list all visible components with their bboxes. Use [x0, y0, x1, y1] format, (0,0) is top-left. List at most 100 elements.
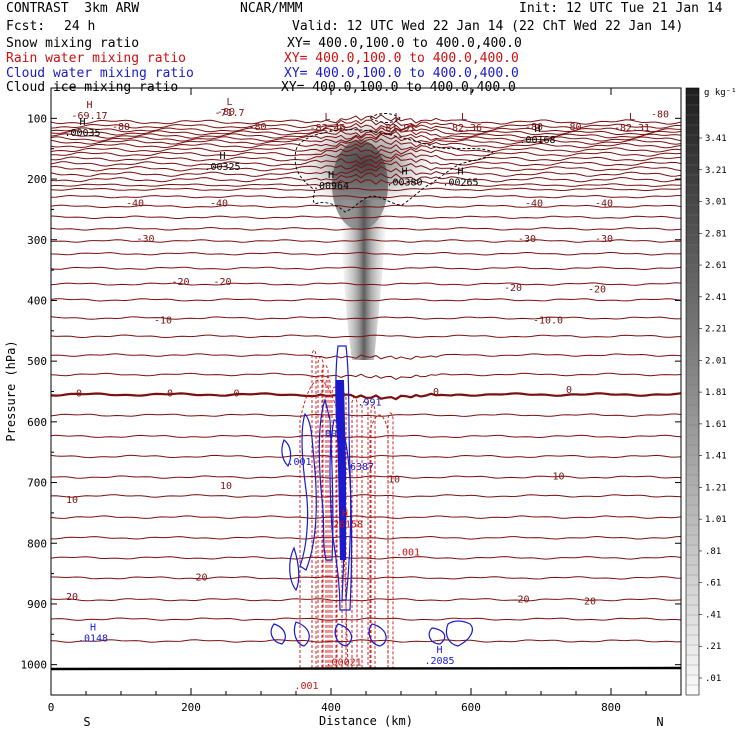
temperature-isoline: [51, 239, 681, 243]
colorbar-label: 2.61: [705, 261, 727, 271]
colorbar-label: .01: [705, 674, 721, 684]
extremum-marker: L: [461, 112, 467, 123]
temperature-isoline: [51, 122, 681, 133]
extremum-value: .001: [319, 429, 343, 440]
field-xy-rain: XY= 400.0,100.0 to 400.0,400.0: [284, 51, 519, 66]
rain-contour: [325, 376, 331, 668]
extremum-value: .2085: [424, 656, 454, 667]
rain-contour: [311, 349, 317, 668]
temperature-contour-label: 10: [552, 471, 564, 482]
extremum-value: .00168: [519, 135, 555, 146]
y-axis-label: Pressure (hPa): [4, 340, 18, 441]
extremum-marker: L: [324, 112, 330, 123]
extremum-marker: L: [394, 112, 400, 123]
temperature-isoline: [51, 598, 681, 602]
cloud-water-contour: [445, 620, 473, 647]
temperature-isoline: [51, 475, 681, 479]
extremum-marker: L: [226, 97, 232, 108]
temperature-contour-label: 10: [66, 495, 78, 506]
y-tick-label: 600: [27, 416, 47, 429]
colorbar-label: .41: [705, 610, 721, 620]
extremum-marker: H: [342, 509, 348, 520]
temperature-isoline: [51, 392, 681, 401]
extremum-value: .00035: [64, 128, 100, 139]
temperature-isoline: [51, 639, 681, 643]
rain-contour: [317, 356, 324, 668]
temperature-isoline: [51, 114, 681, 125]
extremum-value: .00325: [204, 162, 240, 173]
temperature-contour-label: -40: [126, 199, 144, 210]
field-name-snow: Snow mixing ratio: [6, 36, 140, 51]
temperature-contour-label: 20: [517, 595, 529, 606]
temperature-isoline: [51, 576, 681, 580]
extremum-value: -69.17: [71, 111, 107, 122]
cloud-water-contour: [270, 623, 286, 645]
temperature-contours: [51, 114, 681, 643]
extremum-marker: H: [534, 124, 540, 135]
cloud-water-contour: [299, 412, 317, 571]
rain-contour: [361, 400, 369, 668]
x-tick-label: 200: [181, 701, 201, 714]
cloud-water-contour: [334, 623, 353, 647]
extremum-value: .6387: [344, 462, 374, 473]
extremum-marker: H: [436, 645, 442, 656]
temperature-contour-label: -40: [525, 199, 543, 210]
y-tick-label: 900: [27, 598, 47, 611]
temperature-contour-label: -80: [217, 107, 235, 118]
temperature-isoline: [51, 434, 681, 439]
colorbar-label: .81: [705, 547, 721, 557]
extremum-marker: H: [457, 166, 463, 177]
extremum-value: -82.31: [614, 123, 650, 134]
colorbar-label: 2.41: [705, 293, 727, 303]
colorbar-label: 1.21: [705, 483, 727, 493]
temperature-isoline: [51, 266, 681, 271]
temperature-contour-label: 0: [433, 387, 439, 398]
extremum-value: -71.7: [214, 108, 244, 119]
temperature-contour-label: -10.0: [533, 315, 563, 326]
temperature-contour-label: -80: [651, 110, 669, 121]
colorbar-label: 1.01: [705, 515, 727, 525]
y-tick-label: 500: [27, 355, 47, 368]
temperature-isoline: [51, 152, 681, 162]
temperature-isoline: [51, 334, 681, 339]
colorbar-label: 2.01: [705, 356, 727, 366]
temperature-contour-label: -20: [171, 277, 189, 288]
temperature-isoline: [51, 155, 681, 167]
temperature-isoline: [51, 143, 681, 153]
temperature-isoline: [51, 127, 681, 139]
x-tick-label: 0: [48, 701, 55, 714]
x-tick-label: 800: [601, 701, 621, 714]
temperature-contour-label: 10: [388, 474, 400, 485]
extremum-value: .001: [294, 681, 318, 692]
temperature-isoline: [51, 454, 681, 459]
temperature-isoline: [51, 133, 681, 145]
x-left-end-label: S: [83, 715, 90, 729]
colorbar-label: .21: [705, 642, 721, 652]
temperature-isoline: [51, 413, 681, 417]
y-tick-label: 200: [27, 173, 47, 186]
colorbar-label: 1.61: [705, 420, 727, 430]
temperature-isoline: [51, 494, 681, 498]
temperature-isoline: [51, 161, 681, 172]
temperature-isoline: [51, 204, 681, 209]
cloud-water-contour: [428, 627, 446, 645]
extremum-marker: H: [90, 623, 96, 634]
field-xy-cloud-water: XY= 400.0,100.0 to 400.0,400.0: [284, 66, 519, 81]
cloud-water-contour: [368, 623, 387, 647]
y-tick-label: 800: [27, 537, 47, 550]
temperature-contour-label: -20: [588, 284, 606, 295]
field-name-cloud-water: Cloud water mixing ratio: [6, 66, 194, 81]
cloud-water-contour: [318, 397, 334, 561]
extremum-marker: H: [219, 151, 225, 162]
temperature-isoline: [51, 353, 681, 360]
y-tick-label: 700: [27, 477, 47, 490]
temperature-contour-label: 0: [167, 389, 173, 400]
field-name-rain: Rain water mixing ratio: [6, 51, 187, 66]
temperature-isoline: [51, 130, 681, 142]
temperature-isoline: [51, 372, 681, 380]
extremum-marker: H: [328, 170, 334, 181]
extremum-marker: H: [401, 166, 407, 177]
temperature-contour-label: -80: [112, 122, 130, 133]
temperature-contour-label: 20: [195, 573, 207, 584]
